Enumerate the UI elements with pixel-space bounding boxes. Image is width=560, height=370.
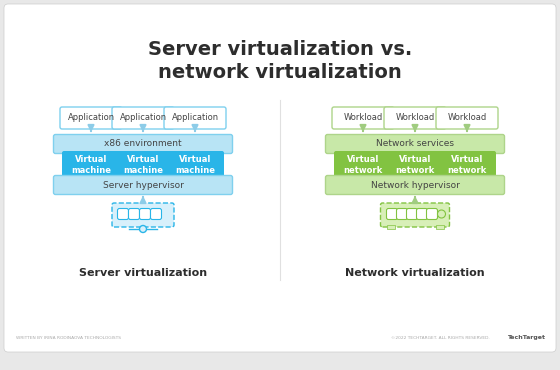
FancyBboxPatch shape	[164, 107, 226, 129]
FancyBboxPatch shape	[60, 107, 122, 129]
FancyBboxPatch shape	[114, 151, 172, 179]
Bar	[436, 225, 444, 229]
FancyBboxPatch shape	[112, 203, 174, 227]
FancyBboxPatch shape	[427, 209, 437, 219]
Text: Application: Application	[171, 114, 218, 122]
FancyBboxPatch shape	[112, 107, 174, 129]
Text: Application: Application	[119, 114, 166, 122]
FancyBboxPatch shape	[334, 151, 392, 179]
FancyBboxPatch shape	[62, 151, 120, 179]
FancyBboxPatch shape	[436, 107, 498, 129]
FancyBboxPatch shape	[386, 209, 398, 219]
Circle shape	[139, 225, 147, 232]
FancyBboxPatch shape	[396, 209, 408, 219]
FancyBboxPatch shape	[4, 4, 556, 352]
Text: Virtual
machine: Virtual machine	[71, 155, 111, 175]
Text: Network virtualization: Network virtualization	[345, 268, 485, 278]
FancyBboxPatch shape	[151, 209, 161, 219]
Text: Workload: Workload	[343, 114, 382, 122]
FancyBboxPatch shape	[139, 209, 151, 219]
Text: Workload: Workload	[395, 114, 435, 122]
FancyBboxPatch shape	[54, 175, 232, 195]
FancyBboxPatch shape	[332, 107, 394, 129]
Text: ©2022 TECHTARGET. ALL RIGHTS RESERVED.: ©2022 TECHTARGET. ALL RIGHTS RESERVED.	[391, 336, 490, 340]
Text: Workload: Workload	[447, 114, 487, 122]
Text: x86 environment: x86 environment	[104, 139, 182, 148]
Text: Virtual
machine: Virtual machine	[123, 155, 163, 175]
FancyBboxPatch shape	[384, 107, 446, 129]
FancyBboxPatch shape	[54, 135, 232, 154]
FancyBboxPatch shape	[325, 135, 505, 154]
Text: Server virtualization: Server virtualization	[79, 268, 207, 278]
FancyBboxPatch shape	[325, 175, 505, 195]
FancyBboxPatch shape	[438, 151, 496, 179]
FancyBboxPatch shape	[118, 209, 128, 219]
Text: Network hypervisor: Network hypervisor	[371, 181, 459, 189]
FancyBboxPatch shape	[407, 209, 418, 219]
Circle shape	[437, 210, 446, 218]
Text: Virtual
network: Virtual network	[343, 155, 382, 175]
Text: Server virtualization vs.
network virtualization: Server virtualization vs. network virtua…	[148, 40, 412, 82]
FancyBboxPatch shape	[166, 151, 224, 179]
Text: Virtual
network: Virtual network	[395, 155, 435, 175]
Text: Server hypervisor: Server hypervisor	[102, 181, 184, 189]
FancyBboxPatch shape	[128, 209, 139, 219]
Bar	[386, 225, 394, 229]
Text: Virtual
machine: Virtual machine	[175, 155, 215, 175]
Text: WRITTEN BY IRINA RODINAOVA TECHNOLOGISTS: WRITTEN BY IRINA RODINAOVA TECHNOLOGISTS	[16, 336, 121, 340]
FancyBboxPatch shape	[386, 151, 444, 179]
FancyBboxPatch shape	[380, 203, 450, 227]
Text: Virtual
network: Virtual network	[447, 155, 487, 175]
Text: Application: Application	[67, 114, 115, 122]
FancyBboxPatch shape	[417, 209, 427, 219]
Text: TechTarget: TechTarget	[507, 336, 545, 340]
Text: Network services: Network services	[376, 139, 454, 148]
